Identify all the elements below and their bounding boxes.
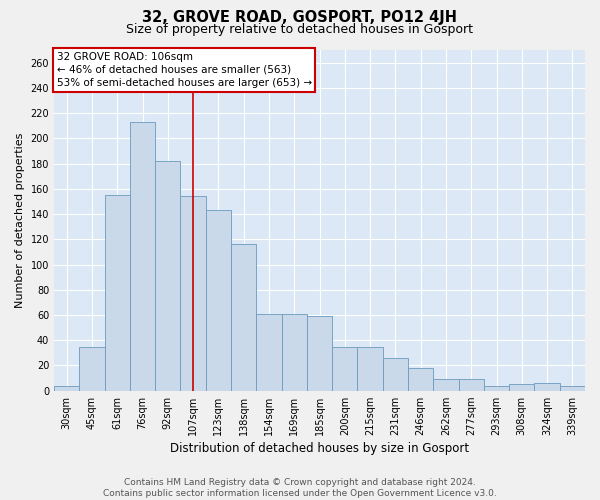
Bar <box>281 314 307 390</box>
Bar <box>181 196 206 390</box>
X-axis label: Distribution of detached houses by size in Gosport: Distribution of detached houses by size … <box>170 442 469 455</box>
Bar <box>509 384 535 390</box>
Bar <box>358 346 383 391</box>
Text: 32 GROVE ROAD: 106sqm
← 46% of detached houses are smaller (563)
53% of semi-det: 32 GROVE ROAD: 106sqm ← 46% of detached … <box>56 52 312 88</box>
Bar <box>307 316 332 390</box>
Bar <box>433 380 458 390</box>
Text: Size of property relative to detached houses in Gosport: Size of property relative to detached ho… <box>127 22 473 36</box>
Bar <box>130 122 155 390</box>
Bar <box>535 383 560 390</box>
Bar <box>560 386 585 390</box>
Text: 32, GROVE ROAD, GOSPORT, PO12 4JH: 32, GROVE ROAD, GOSPORT, PO12 4JH <box>143 10 458 25</box>
Bar <box>458 380 484 390</box>
Bar <box>54 386 79 390</box>
Y-axis label: Number of detached properties: Number of detached properties <box>15 132 25 308</box>
Bar <box>256 314 281 390</box>
Bar <box>104 195 130 390</box>
Bar <box>484 386 509 390</box>
Bar <box>332 346 358 391</box>
Bar <box>383 358 408 390</box>
Bar <box>79 346 104 391</box>
Bar <box>155 161 181 390</box>
Bar <box>206 210 231 390</box>
Bar <box>408 368 433 390</box>
Bar <box>231 244 256 390</box>
Text: Contains HM Land Registry data © Crown copyright and database right 2024.
Contai: Contains HM Land Registry data © Crown c… <box>103 478 497 498</box>
